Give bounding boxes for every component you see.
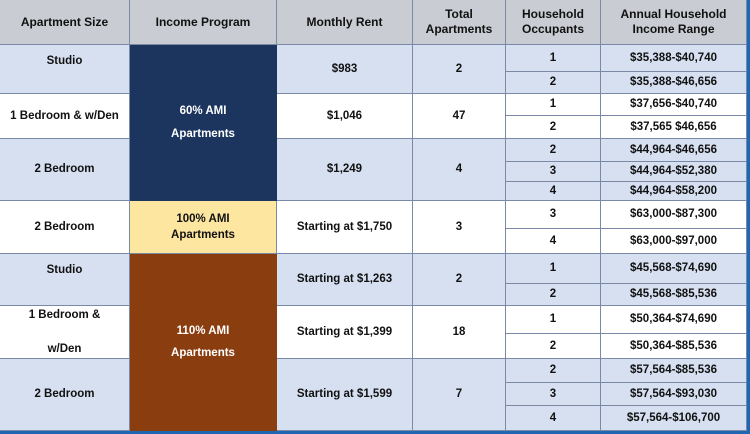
program-100-label: 100% AMI [176, 212, 230, 225]
apartment-size-cell: 1 Bedroom & w/Den [0, 94, 130, 139]
income-cell: $44,964-$46,656 [601, 139, 747, 162]
apartment-size-cell: Studio [0, 45, 130, 94]
header-total-apartments: Total Apartments [413, 0, 506, 45]
apartment-size-cell: 1 Bedroom & w/Den [0, 306, 130, 359]
income-cell: $45,568-$85,536 [601, 284, 747, 306]
income-cell: $45,568-$74,690 [601, 254, 747, 284]
apartment-size-cell: Studio [0, 254, 130, 306]
income-cell: $44,964-$52,380 [601, 162, 747, 182]
income-cell: $50,364-$85,536 [601, 334, 747, 359]
occupants-cell: 4 [506, 406, 601, 431]
rent-cell: $1,249 [277, 139, 413, 201]
header-apartment-size: Apartment Size [0, 0, 130, 45]
total-cell: 4 [413, 139, 506, 201]
rent-cell: $983 [277, 45, 413, 94]
header-household-occupants: Household Occupants [506, 0, 601, 45]
rent-cell: Starting at $1,263 [277, 254, 413, 306]
apartment-size-line1: 1 Bedroom & [28, 308, 101, 321]
income-cell: $57,564-$106,700 [601, 406, 747, 431]
program-100-ami: 100% AMI Apartments [130, 201, 277, 254]
income-cell: $44,964-$58,200 [601, 182, 747, 201]
total-cell: 2 [413, 254, 506, 306]
occupants-cell: 4 [506, 229, 601, 254]
occupants-cell: 2 [506, 284, 601, 306]
income-cell: $63,000-$87,300 [601, 201, 747, 229]
program-110-ami: 110% AMI Apartments [130, 254, 277, 431]
income-cell: $50,364-$74,690 [601, 306, 747, 334]
header-monthly-rent: Monthly Rent [277, 0, 413, 45]
occupants-cell: 2 [506, 334, 601, 359]
program-110-sub: Apartments [171, 347, 235, 359]
occupants-cell: 1 [506, 306, 601, 334]
rent-cell: Starting at $1,750 [277, 201, 413, 254]
income-cell: $37,656-$40,740 [601, 94, 747, 116]
income-cell: $63,000-$97,000 [601, 229, 747, 254]
frame-edge-bottom [0, 431, 750, 434]
apartment-size-cell: 2 Bedroom [0, 359, 130, 431]
program-100-sub: Apartments [171, 229, 235, 241]
total-cell: 47 [413, 94, 506, 139]
apartment-size-cell: 2 Bedroom [0, 139, 130, 201]
header-income-range: Annual Household Income Range [601, 0, 747, 45]
occupants-cell: 4 [506, 182, 601, 201]
income-cell: $35,388-$40,740 [601, 45, 747, 72]
occupants-cell: 3 [506, 383, 601, 406]
occupants-cell: 1 [506, 45, 601, 72]
occupants-cell: 1 [506, 254, 601, 284]
total-cell: 18 [413, 306, 506, 359]
program-110-label: 110% AMI [176, 324, 230, 337]
occupants-cell: 1 [506, 94, 601, 116]
rent-cell: $1,046 [277, 94, 413, 139]
header-income-program: Income Program [130, 0, 277, 45]
total-cell: 2 [413, 45, 506, 94]
rent-cell: Starting at $1,599 [277, 359, 413, 431]
income-cell: $37,565 $46,656 [601, 116, 747, 139]
program-60-sub: Apartments [171, 127, 235, 140]
total-cell: 7 [413, 359, 506, 431]
program-60-ami: 60% AMI Apartments [130, 45, 277, 201]
occupants-cell: 2 [506, 359, 601, 383]
apartment-size-cell: 2 Bedroom [0, 201, 130, 254]
income-cell: $57,564-$93,030 [601, 383, 747, 406]
income-cell: $35,388-$46,656 [601, 72, 747, 94]
program-60-label: 60% AMI [179, 105, 227, 118]
apartment-size-line2: w/Den [47, 343, 82, 355]
frame-edge-right [747, 0, 750, 434]
occupants-cell: 2 [506, 139, 601, 162]
occupants-cell: 3 [506, 162, 601, 182]
occupants-cell: 2 [506, 116, 601, 139]
occupants-cell: 3 [506, 201, 601, 229]
occupants-cell: 2 [506, 72, 601, 94]
rent-cell: Starting at $1,399 [277, 306, 413, 359]
income-cell: $57,564-$85,536 [601, 359, 747, 383]
total-cell: 3 [413, 201, 506, 254]
